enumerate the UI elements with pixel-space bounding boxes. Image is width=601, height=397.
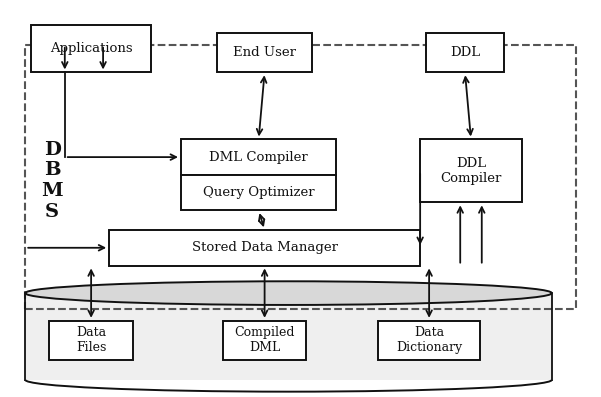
- Text: Stored Data Manager: Stored Data Manager: [192, 241, 338, 254]
- Text: DML Compiler: DML Compiler: [209, 150, 308, 164]
- Text: Data
Files: Data Files: [76, 326, 106, 355]
- FancyBboxPatch shape: [217, 33, 313, 72]
- FancyBboxPatch shape: [49, 321, 133, 360]
- FancyBboxPatch shape: [378, 321, 480, 360]
- Text: DDL: DDL: [450, 46, 480, 59]
- FancyBboxPatch shape: [31, 25, 151, 72]
- Text: Query Optimizer: Query Optimizer: [203, 186, 314, 199]
- FancyBboxPatch shape: [223, 321, 307, 360]
- FancyBboxPatch shape: [181, 175, 337, 210]
- FancyBboxPatch shape: [181, 139, 337, 175]
- Ellipse shape: [25, 281, 552, 305]
- Text: DDL
Compiler: DDL Compiler: [441, 157, 502, 185]
- Text: Compiled
DML: Compiled DML: [234, 326, 295, 355]
- FancyBboxPatch shape: [109, 230, 420, 266]
- Polygon shape: [25, 293, 552, 380]
- Text: End User: End User: [233, 46, 296, 59]
- Text: Data
Dictionary: Data Dictionary: [396, 326, 462, 355]
- FancyBboxPatch shape: [420, 139, 522, 202]
- Text: Applications: Applications: [50, 42, 132, 55]
- Text: D
B
M
S: D B M S: [41, 141, 63, 221]
- FancyBboxPatch shape: [426, 33, 504, 72]
